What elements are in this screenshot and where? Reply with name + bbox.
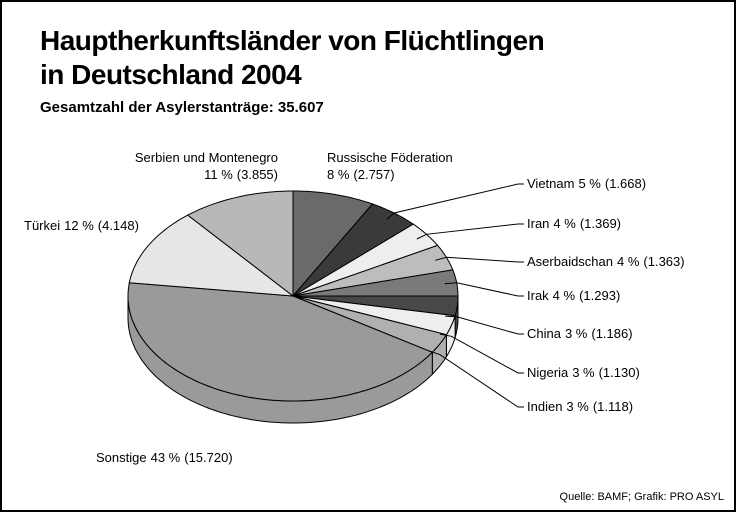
leader-line bbox=[416, 223, 524, 240]
data-label: Indien 3 % (1.118) bbox=[527, 399, 633, 414]
count-label: (1.369) bbox=[580, 216, 621, 231]
data-label: Iran 4 % (1.369) bbox=[527, 216, 621, 231]
chart-title: Hauptherkunftsländer von Flüchtlingen bbox=[40, 25, 544, 56]
chart-title: in Deutschland 2004 bbox=[40, 59, 302, 90]
pie-slice bbox=[292, 295, 448, 353]
value-label: 8 % bbox=[327, 167, 350, 182]
category-label: Irak bbox=[527, 288, 549, 303]
data-label: Aserbaidschan 4 % (1.363) bbox=[527, 254, 685, 269]
leader-line bbox=[439, 333, 524, 374]
count-label: (1.293) bbox=[579, 288, 620, 303]
value-label: 4 % bbox=[617, 254, 640, 269]
count-label: (1.186) bbox=[591, 326, 632, 341]
leader-line bbox=[429, 350, 524, 408]
data-label: Türkei 12 % (4.148) bbox=[24, 218, 139, 233]
category-label: Serbien und Montenegro bbox=[135, 150, 278, 165]
source: Quelle: BAMF; Grafik: PRO ASYL bbox=[560, 491, 724, 503]
data-label: Nigeria 3 % (1.130) bbox=[527, 365, 640, 380]
category-label: China bbox=[527, 326, 562, 341]
pie-slice bbox=[186, 190, 294, 298]
count-label: (2.757) bbox=[353, 167, 394, 182]
value-label: 11 % bbox=[204, 167, 233, 182]
category-label: Sonstige bbox=[96, 450, 147, 465]
leader-line bbox=[444, 282, 524, 297]
pie-slice bbox=[128, 214, 295, 297]
count-label: (1.130) bbox=[599, 365, 640, 380]
value-label: 4 % bbox=[553, 216, 576, 231]
count-label: (1.363) bbox=[643, 254, 684, 269]
data-label: Vietnam 5 % (1.668) bbox=[527, 176, 646, 191]
pie-slice bbox=[127, 282, 434, 402]
value-label: 3 % bbox=[565, 326, 588, 341]
data-label: Serbien und Montenegro 11 % (3.855) bbox=[135, 150, 278, 182]
value-label: 3 % bbox=[572, 365, 595, 380]
leader-line bbox=[435, 256, 524, 263]
category-label: Vietnam bbox=[527, 176, 574, 191]
count-label: (1.668) bbox=[605, 176, 646, 191]
category-label: Russische Föderation bbox=[327, 150, 453, 165]
count-label: (4.148) bbox=[98, 218, 139, 233]
value-label: 12 % bbox=[64, 218, 94, 233]
chart-subtitle: Gesamtzahl der Asylerstanträge: 35.607 bbox=[40, 99, 324, 116]
count-label: (1.118) bbox=[593, 399, 633, 414]
count-label: (15.720) bbox=[184, 450, 232, 465]
value-label: 43 % bbox=[151, 450, 181, 465]
category-label: Türkei bbox=[24, 218, 60, 233]
category-label: Indien bbox=[527, 399, 562, 414]
value-label: 4 % bbox=[553, 288, 576, 303]
pie-slice bbox=[292, 190, 374, 298]
data-label: Russische Föderation 8 % (2.757) bbox=[327, 150, 453, 182]
category-label: Aserbaidschan bbox=[527, 254, 613, 269]
category-label: Iran bbox=[527, 216, 549, 231]
leader-line bbox=[445, 315, 524, 335]
data-label: Irak 4 % (1.293) bbox=[527, 288, 620, 303]
data-label: China 3 % (1.186) bbox=[527, 326, 633, 341]
category-label: Nigeria bbox=[527, 365, 569, 380]
data-label: Sonstige 43 % (15.720) bbox=[96, 450, 233, 465]
value-label: 5 % bbox=[578, 176, 601, 191]
value-label: 3 % bbox=[566, 399, 589, 414]
leader-line bbox=[386, 183, 524, 220]
count-label: (3.855) bbox=[237, 167, 278, 182]
